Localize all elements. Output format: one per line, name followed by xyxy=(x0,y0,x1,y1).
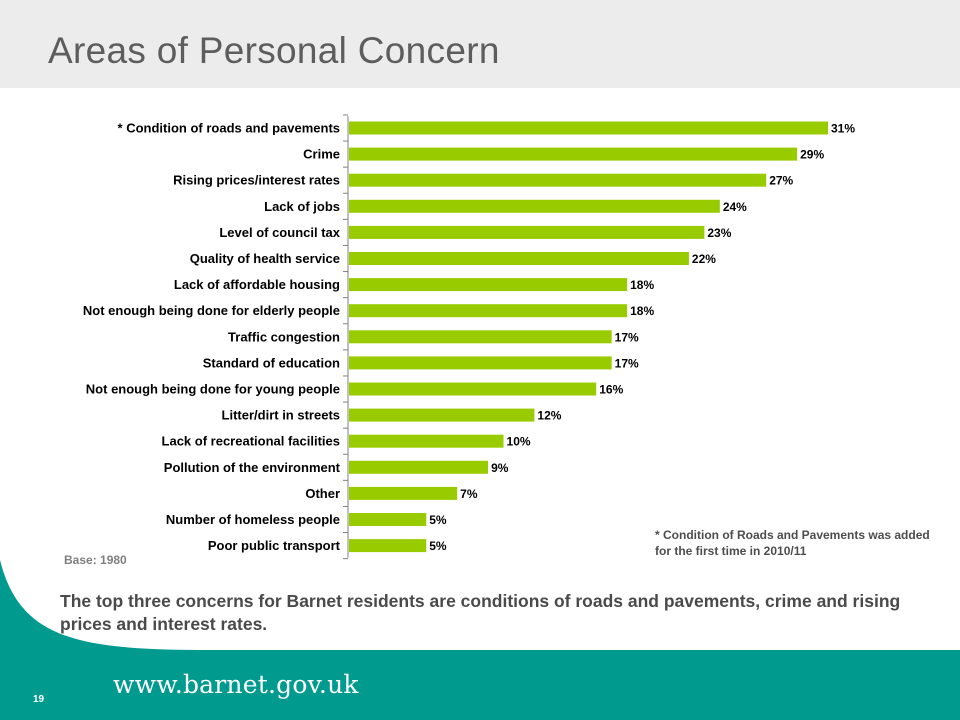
category-label: Other xyxy=(305,486,340,501)
value-label: 17% xyxy=(615,356,639,370)
category-label: Not enough being done for elderly people xyxy=(83,303,340,318)
base-note: Base: 1980 xyxy=(64,553,127,567)
bar xyxy=(349,356,612,370)
value-label: 5% xyxy=(429,539,447,553)
bar xyxy=(349,225,705,239)
bar xyxy=(349,199,720,213)
category-label: Crime xyxy=(303,147,340,162)
value-label: 17% xyxy=(615,330,639,344)
category-label: Lack of affordable housing xyxy=(174,277,340,292)
bar xyxy=(349,460,489,474)
bar xyxy=(349,330,612,344)
category-label: Pollution of the environment xyxy=(164,460,341,475)
category-label: Lack of jobs xyxy=(264,199,340,214)
value-label: 7% xyxy=(460,487,478,501)
value-label: 16% xyxy=(599,383,623,397)
page-number: 19 xyxy=(33,694,45,705)
bar xyxy=(349,304,628,318)
bar xyxy=(349,147,798,161)
category-label: Standard of education xyxy=(203,355,340,370)
value-label: 18% xyxy=(630,278,654,292)
bar xyxy=(349,382,597,396)
category-label: Rising prices/interest rates xyxy=(173,173,340,188)
value-label: 5% xyxy=(429,513,447,527)
value-label: 23% xyxy=(707,226,731,240)
value-label: 22% xyxy=(692,252,716,266)
website-link[interactable]: www.barnet.gov.uk xyxy=(113,670,359,699)
bar xyxy=(349,513,427,526)
summary-text: The top three concerns for Barnet reside… xyxy=(60,591,901,634)
bar xyxy=(349,408,535,422)
footnote: * Condition of Roads and Pavements was a… xyxy=(655,528,930,558)
bar xyxy=(349,121,828,135)
value-label: 18% xyxy=(630,304,654,318)
category-label: Poor public transport xyxy=(208,538,341,553)
category-label: Lack of recreational facilities xyxy=(162,434,340,449)
category-label: * Condition of roads and pavements xyxy=(118,121,340,136)
bar-chart: * Condition of roads and pavements 31% Cri… xyxy=(83,114,855,560)
value-label: 24% xyxy=(723,200,747,214)
bar xyxy=(349,252,689,265)
value-label: 27% xyxy=(769,174,793,188)
value-label: 10% xyxy=(507,435,531,449)
category-label: Level of council tax xyxy=(219,225,340,240)
category-label: Litter/dirt in streets xyxy=(222,408,340,423)
value-label: 31% xyxy=(831,122,855,136)
bar xyxy=(349,278,628,292)
bar xyxy=(349,486,458,500)
category-label: Traffic congestion xyxy=(228,329,340,344)
value-label: 9% xyxy=(491,461,509,475)
category-label: Quality of health service xyxy=(190,251,340,266)
category-label: Not enough being done for young people xyxy=(86,382,340,397)
category-label: Number of homeless people xyxy=(166,512,340,527)
bar xyxy=(349,539,427,553)
page-title: Areas of Personal Concern xyxy=(48,30,500,71)
title-band: Areas of Personal Concern xyxy=(0,0,960,88)
bar xyxy=(349,173,767,187)
value-label: 12% xyxy=(537,409,561,423)
value-label: 29% xyxy=(800,148,824,162)
bar xyxy=(349,434,504,448)
